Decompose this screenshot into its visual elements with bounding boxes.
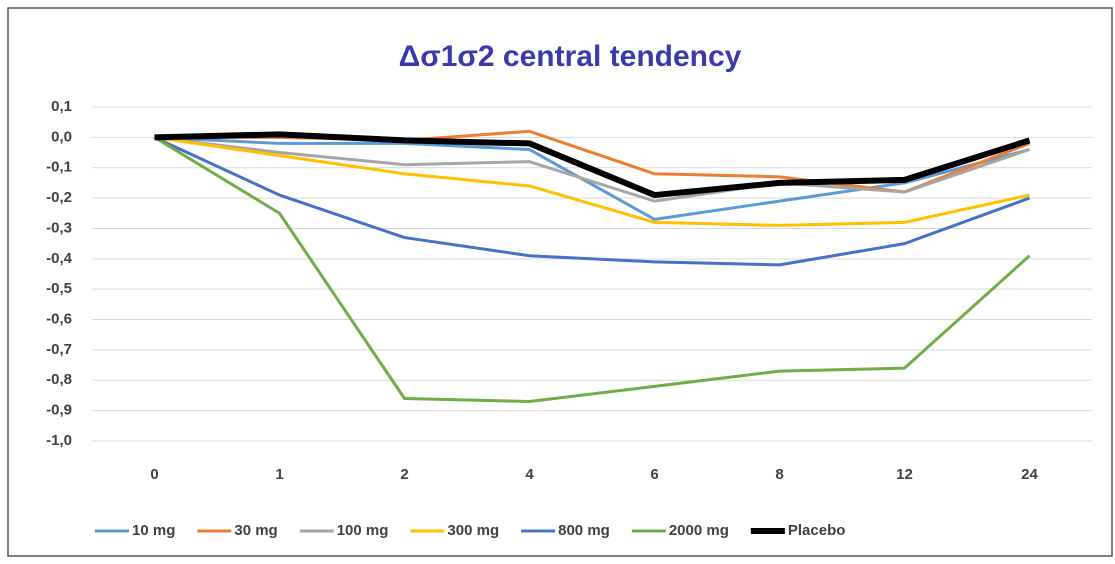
x-tick-label: 1 [275, 466, 283, 483]
y-tick-label: -0,6 [46, 311, 72, 328]
series-line [154, 135, 1030, 203]
x-tick-label: 24 [1021, 466, 1038, 483]
series-line [153, 136, 1031, 404]
legend-label: 100 mg [337, 522, 389, 539]
y-tick-label: -0,3 [46, 219, 72, 236]
legend-label: Placebo [788, 522, 846, 539]
y-tick-label: 0,1 [51, 98, 72, 115]
series-line [154, 135, 1030, 221]
legend-label: 300 mg [447, 522, 499, 539]
series-line [153, 136, 1031, 267]
x-tick-label: 6 [650, 466, 658, 483]
legend-label: 30 mg [234, 522, 277, 539]
chart-frame [7, 7, 1113, 557]
x-tick-label: 12 [896, 466, 913, 483]
y-tick-label: -0,2 [46, 189, 72, 206]
y-tick-label: 0,0 [51, 128, 72, 145]
x-tick-label: 2 [400, 466, 408, 483]
y-tick-label: -0,5 [46, 280, 72, 297]
series-line [154, 135, 1030, 227]
y-tick-label: -0,4 [46, 250, 73, 267]
y-tick-label: -0,1 [46, 159, 72, 176]
legend-label: 2000 mg [669, 522, 729, 539]
series-line [154, 131, 1031, 199]
y-tick-label: -0,8 [46, 371, 72, 388]
legend-label: 800 mg [558, 522, 610, 539]
x-tick-label: 4 [525, 466, 534, 483]
y-tick-label: -0,7 [46, 341, 72, 358]
legend-label: 10 mg [132, 522, 175, 539]
chart-title: Δσ1σ2 central tendency [399, 40, 742, 73]
x-tick-label: 0 [150, 466, 158, 483]
y-tick-label: -0,9 [46, 402, 72, 419]
x-tick-label: 8 [775, 466, 783, 483]
y-tick-label: -1,0 [46, 432, 72, 449]
